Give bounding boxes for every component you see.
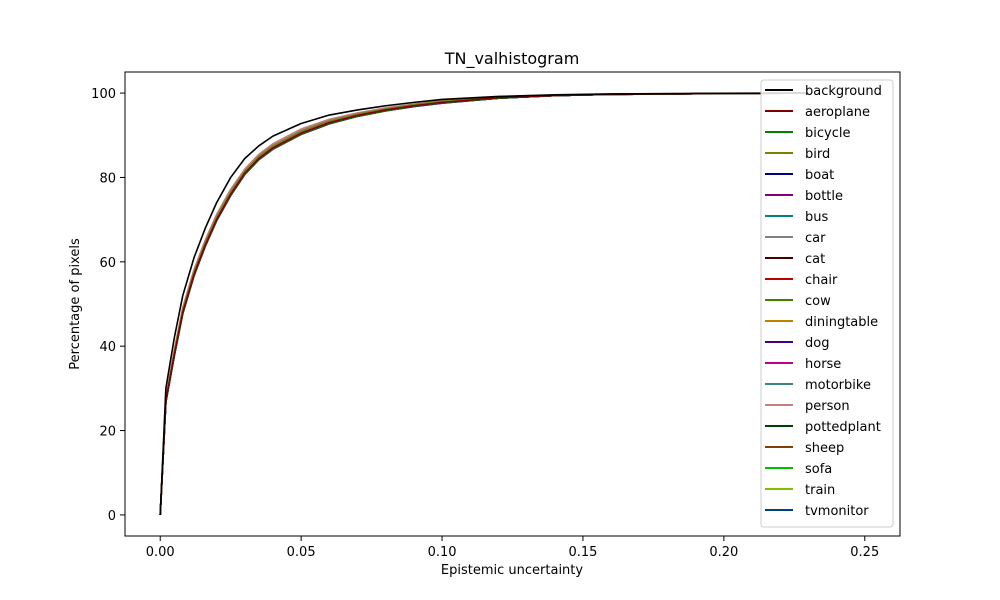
legend-label-chair: chair (805, 273, 838, 288)
x-axis-label: Epistemic uncertainty (441, 563, 583, 578)
y-axis-label: Percentage of pixels (68, 238, 83, 370)
y-tick-label: 20 (99, 425, 116, 440)
y-tick-label: 0 (108, 509, 116, 524)
legend-label-bird: bird (805, 147, 830, 162)
legend: background aeroplane bicycle bird boat bottle… (760, 79, 894, 528)
x-tick-label: 0.15 (568, 545, 597, 560)
legend-label-aeroplane: aeroplane (805, 105, 870, 120)
legend-label-background: background (805, 84, 882, 99)
axes-frame (124, 71, 901, 537)
legend-box (760, 79, 894, 528)
series-line-background (159, 92, 809, 515)
legend-label-pottedplant: pottedplant (805, 420, 881, 435)
plot-area (124, 71, 901, 537)
legend-label-diningtable: diningtable (805, 315, 878, 330)
legend-label-horse: horse (805, 357, 841, 372)
legend-label-sheep: sheep (805, 441, 844, 456)
legend-label-dog: dog (805, 336, 829, 351)
y-tick-label: 60 (99, 256, 116, 271)
legend-label-tvmonitor: tvmonitor (805, 504, 869, 519)
legend-label-motorbike: motorbike (805, 378, 871, 393)
legend-label-cat: cat (805, 252, 825, 267)
y-tick-label: 40 (99, 340, 116, 355)
x-axis: 0.00 0.05 0.10 0.15 0.20 0.25 (146, 536, 879, 560)
x-tick-label: 0.20 (709, 545, 738, 560)
chart-title: TN_valhistogram (444, 49, 580, 69)
legend-label-bottle: bottle (805, 189, 843, 204)
series-line-aeroplane (159, 92, 809, 515)
x-tick-label: 0.25 (850, 545, 879, 560)
x-tick-label: 0.00 (146, 545, 175, 560)
y-axis: 0 20 40 60 80 100 (91, 87, 125, 524)
legend-label-boat: boat (805, 168, 834, 183)
legend-label-cow: cow (805, 294, 831, 309)
y-tick-label: 100 (91, 87, 116, 102)
y-tick-label: 80 (99, 171, 116, 186)
legend-label-person: person (805, 399, 850, 414)
legend-label-bus: bus (805, 210, 828, 225)
x-tick-label: 0.10 (428, 545, 457, 560)
legend-label-train: train (805, 483, 835, 498)
legend-label-sofa: sofa (805, 462, 832, 477)
series-lines (159, 92, 809, 515)
legend-label-car: car (805, 231, 826, 246)
x-tick-label: 0.05 (287, 545, 316, 560)
legend-label-bicycle: bicycle (805, 126, 850, 141)
